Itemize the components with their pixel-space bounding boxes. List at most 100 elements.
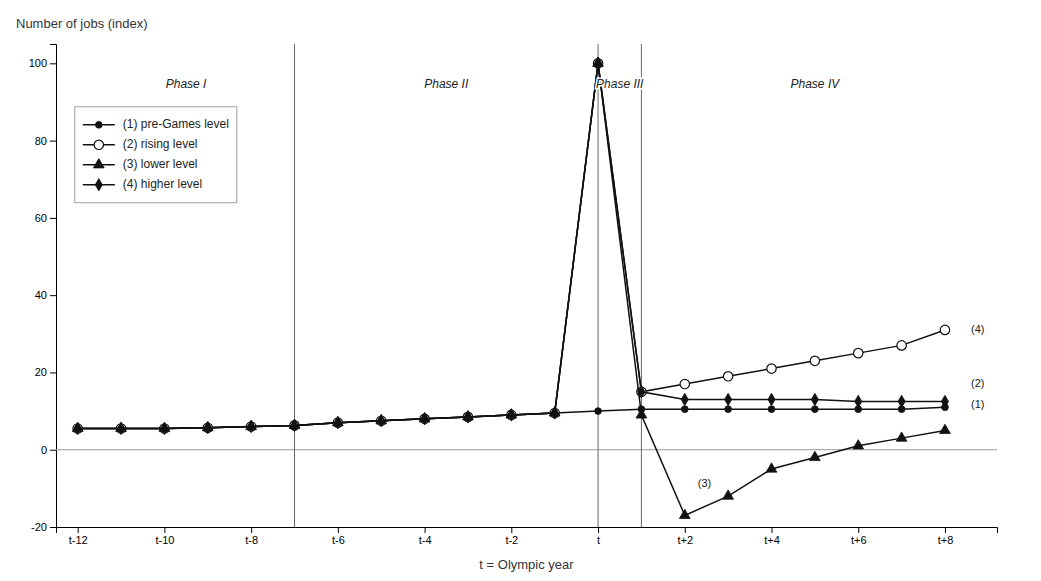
- series-marker: [896, 432, 907, 441]
- x-tick-mark: [858, 527, 859, 533]
- series-marker: [334, 416, 341, 428]
- x-axis: t-12t-10t-8t-6t-4t-2tt+2t+4t+6t+8: [57, 527, 998, 546]
- y-tick-mark: [50, 63, 56, 64]
- series-marker: [594, 57, 601, 69]
- x-tick-mark: [772, 527, 773, 533]
- x-tick: t-2: [505, 527, 518, 546]
- series-marker: [636, 409, 647, 418]
- series-marker: [811, 393, 818, 405]
- series: [72, 57, 950, 518]
- legend-item: (3) lower level: [83, 157, 198, 171]
- x-tick-mark: [685, 527, 686, 533]
- y-tick-mark: [50, 527, 56, 528]
- series-marker: [117, 422, 124, 434]
- series-marker: [897, 341, 906, 350]
- x-tick: t-10: [155, 527, 174, 546]
- series-marker: [464, 411, 471, 423]
- x-tick: t+4: [764, 527, 780, 546]
- series-marker: [204, 422, 211, 434]
- series-marker: [940, 424, 951, 433]
- x-tick-label: t+2: [677, 534, 693, 546]
- y-tick-mark: [50, 295, 56, 296]
- series-marker: [595, 408, 602, 415]
- series-marker: [681, 393, 688, 405]
- x-tick: t: [597, 527, 600, 546]
- annotation: (4): [971, 323, 984, 335]
- series-marker: [768, 393, 775, 405]
- y-tick: 0: [41, 444, 56, 456]
- series-line: [78, 63, 945, 428]
- series-marker: [421, 413, 428, 425]
- y-tick-mark: [50, 141, 56, 142]
- y-tick-label: 0: [41, 444, 47, 456]
- x-tick: t-4: [419, 527, 432, 546]
- series-marker: [940, 325, 949, 334]
- x-tick: t+6: [851, 527, 867, 546]
- x-tick-label: t-12: [69, 534, 88, 546]
- x-tick-label: t-4: [419, 534, 432, 546]
- x-axis-title: t = Olympic year: [479, 557, 574, 572]
- x-tick-label: t+6: [851, 534, 867, 546]
- series-marker: [854, 348, 863, 357]
- y-tick-label: 60: [35, 212, 47, 224]
- legend-item: (2) rising level: [83, 137, 198, 151]
- legend-swatch-marker: [94, 140, 103, 149]
- series-marker: [161, 422, 168, 434]
- phase-label: Phase I: [166, 77, 207, 91]
- legend-item: (1) pre-Games level: [83, 117, 229, 131]
- series-marker: [766, 463, 777, 472]
- y-tick-mark: [50, 372, 56, 373]
- x-tick-mark: [78, 527, 79, 533]
- series-marker: [74, 422, 81, 434]
- reference-line: [56, 449, 997, 450]
- series-marker: [898, 395, 905, 407]
- y-tick: 40: [35, 289, 56, 301]
- plot-area: [56, 44, 997, 527]
- y-axis-line: [50, 45, 57, 528]
- chart: t-12t-10t-8t-6t-4t-2tt+2t+4t+6t+8-200204…: [0, 0, 1041, 581]
- phase-label: Phase III: [596, 77, 644, 91]
- y-tick-label: -20: [31, 521, 47, 533]
- legend-label: (3) lower level: [123, 157, 198, 171]
- series-marker: [723, 490, 734, 499]
- series-marker: [767, 364, 776, 373]
- x-tick-mark: [338, 527, 339, 533]
- x-tick-label: t+8: [938, 534, 954, 546]
- y-axis-title: Number of jobs (index): [16, 16, 148, 31]
- x-tick: t-12: [69, 527, 88, 546]
- x-tick-label: t-6: [332, 534, 345, 546]
- legend-label: (1) pre-Games level: [123, 117, 229, 131]
- legend: (1) pre-Games level (2) rising level (3) l…: [75, 107, 237, 203]
- series-marker: [723, 372, 732, 381]
- annotation: (1): [971, 398, 984, 410]
- phase-labels: Phase IPhase IIPhase IIIPhase IV: [166, 77, 840, 91]
- y-tick-label: 40: [35, 289, 47, 301]
- series-marker: [810, 356, 819, 365]
- phase-boundary: [641, 44, 642, 527]
- x-tick: t-6: [332, 527, 345, 546]
- legend-item: (4) higher level: [83, 177, 202, 191]
- legend-label: (4) higher level: [123, 177, 202, 191]
- y-tick-label: 20: [35, 366, 47, 378]
- series-marker: [680, 379, 689, 388]
- y-axis: -20 0 20 40 60 80 100: [29, 45, 57, 534]
- y-tick-mark: [50, 218, 56, 219]
- x-tick-label: t-2: [505, 534, 518, 546]
- annotation: (2): [971, 377, 984, 389]
- y-tick: -20: [31, 521, 56, 533]
- x-tick-mark: [164, 527, 165, 533]
- series-marker: [725, 406, 732, 413]
- y-tick: 60: [35, 212, 56, 224]
- x-tick-label: t+4: [764, 534, 780, 546]
- legend-swatch-marker: [95, 121, 102, 128]
- phase-boundary: [294, 44, 295, 527]
- x-tick-mark: [251, 527, 252, 533]
- y-tick: 100: [29, 57, 56, 69]
- phase-boundary: [598, 44, 599, 527]
- series-line: [78, 63, 945, 428]
- x-tick-mark: [425, 527, 426, 533]
- legend-box: [75, 107, 237, 203]
- x-tick-mark: [598, 527, 599, 533]
- x-axis-line: [57, 528, 998, 534]
- y-tick: 80: [35, 135, 56, 147]
